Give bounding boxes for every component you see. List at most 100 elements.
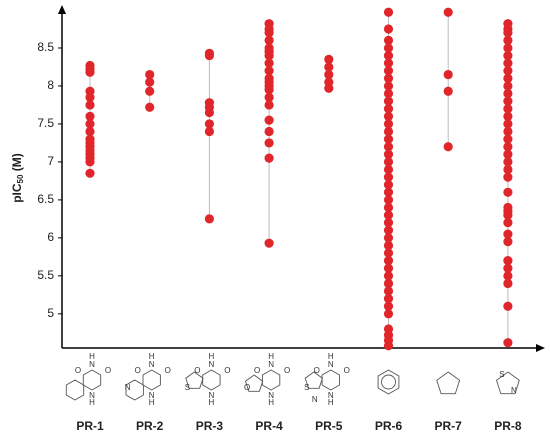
data-point xyxy=(264,35,274,45)
structure-atom: S xyxy=(304,383,309,392)
data-point xyxy=(503,301,513,311)
structure-atom: H xyxy=(209,398,215,407)
structure-atom: O xyxy=(244,383,250,392)
structure-atom: O xyxy=(135,366,141,375)
data-point xyxy=(443,69,453,80)
data-point xyxy=(503,338,513,348)
x-tick-label: PR-7 xyxy=(435,419,463,433)
data-point xyxy=(503,271,513,281)
structure-atom: N xyxy=(209,391,215,400)
data-point xyxy=(264,138,274,148)
data-point xyxy=(85,67,95,77)
data-point xyxy=(503,104,513,114)
structure-ring xyxy=(65,379,85,401)
data-point xyxy=(383,278,394,289)
data-point xyxy=(383,58,394,68)
structure-ring xyxy=(142,369,161,391)
data-point xyxy=(264,238,274,248)
data-point xyxy=(383,180,394,190)
structure-ring xyxy=(495,371,520,395)
structure-atom: O xyxy=(75,366,81,375)
structure-atom: H xyxy=(149,352,155,361)
structure-atom: O xyxy=(284,366,290,375)
data-point xyxy=(503,119,513,129)
data-point xyxy=(503,142,513,152)
data-point xyxy=(383,88,394,99)
data-point xyxy=(503,111,513,121)
data-point xyxy=(383,157,394,167)
structure-ring xyxy=(304,371,323,389)
data-point xyxy=(383,341,394,351)
data-point xyxy=(383,301,394,311)
data-point xyxy=(324,83,334,93)
y-axis-label: pIC50 (M) xyxy=(10,153,25,203)
structure-atom: N xyxy=(511,386,517,395)
x-tick-label: PR-3 xyxy=(196,419,224,433)
structure-atom: N xyxy=(209,360,215,369)
x-tick-label: PR-8 xyxy=(494,419,522,433)
y-tick-label: 7.5 xyxy=(37,116,54,130)
structure-atom: H xyxy=(268,398,274,407)
data-point xyxy=(383,149,394,159)
structure-ring xyxy=(436,371,461,395)
y-arrow xyxy=(58,5,66,14)
data-point xyxy=(503,35,513,45)
structure-atom: O xyxy=(105,366,111,375)
structure-atom: O xyxy=(254,366,260,375)
structure-atom: H xyxy=(89,352,95,361)
data-point xyxy=(503,172,513,182)
x-arrow xyxy=(536,344,545,352)
data-point xyxy=(503,134,513,144)
data-point xyxy=(503,263,513,273)
data-point xyxy=(383,126,394,137)
data-point xyxy=(264,85,274,95)
data-point xyxy=(145,86,155,96)
data-point xyxy=(383,50,394,61)
data-point xyxy=(503,73,513,83)
structure-ring xyxy=(261,369,281,391)
x-tick-label: PR-4 xyxy=(255,419,283,433)
structure-atom: N xyxy=(328,391,334,400)
structure-atom: N xyxy=(268,360,274,369)
data-point xyxy=(85,111,95,121)
data-point xyxy=(145,77,155,87)
data-point xyxy=(85,119,95,129)
structure-ring xyxy=(202,369,221,391)
data-point xyxy=(383,24,394,34)
y-tick-label: 7 xyxy=(47,154,54,168)
data-point xyxy=(503,157,513,167)
data-point xyxy=(324,69,334,80)
data-point xyxy=(503,126,513,137)
data-point xyxy=(383,248,394,258)
structure-atom: H xyxy=(328,352,334,361)
data-point xyxy=(383,294,394,304)
data-point xyxy=(383,134,394,144)
y-tick-label: 6.5 xyxy=(37,192,54,206)
data-point xyxy=(383,7,394,17)
data-point xyxy=(503,187,513,197)
data-point xyxy=(204,107,214,118)
structure-atom: H xyxy=(328,398,334,407)
data-point xyxy=(383,271,394,281)
structure-atom: N xyxy=(89,360,95,369)
y-label-unit: (M) xyxy=(10,153,24,174)
structure-atom: S xyxy=(499,370,504,379)
data-point xyxy=(383,81,394,91)
data-point xyxy=(383,187,394,197)
data-point xyxy=(383,233,394,243)
structure-ring xyxy=(82,369,102,391)
data-point xyxy=(383,263,394,273)
structure-ring xyxy=(377,369,400,395)
structure-atom: H xyxy=(209,352,215,361)
data-point xyxy=(264,66,274,76)
data-point xyxy=(383,218,394,228)
data-point xyxy=(383,104,394,114)
y-tick-label: 8 xyxy=(47,78,54,92)
data-point xyxy=(85,100,95,110)
structure-atom: H xyxy=(149,398,155,407)
data-point xyxy=(503,256,513,266)
data-point xyxy=(503,81,513,91)
data-point xyxy=(383,73,394,83)
structure-atom: H xyxy=(89,398,95,407)
data-point xyxy=(503,28,513,38)
